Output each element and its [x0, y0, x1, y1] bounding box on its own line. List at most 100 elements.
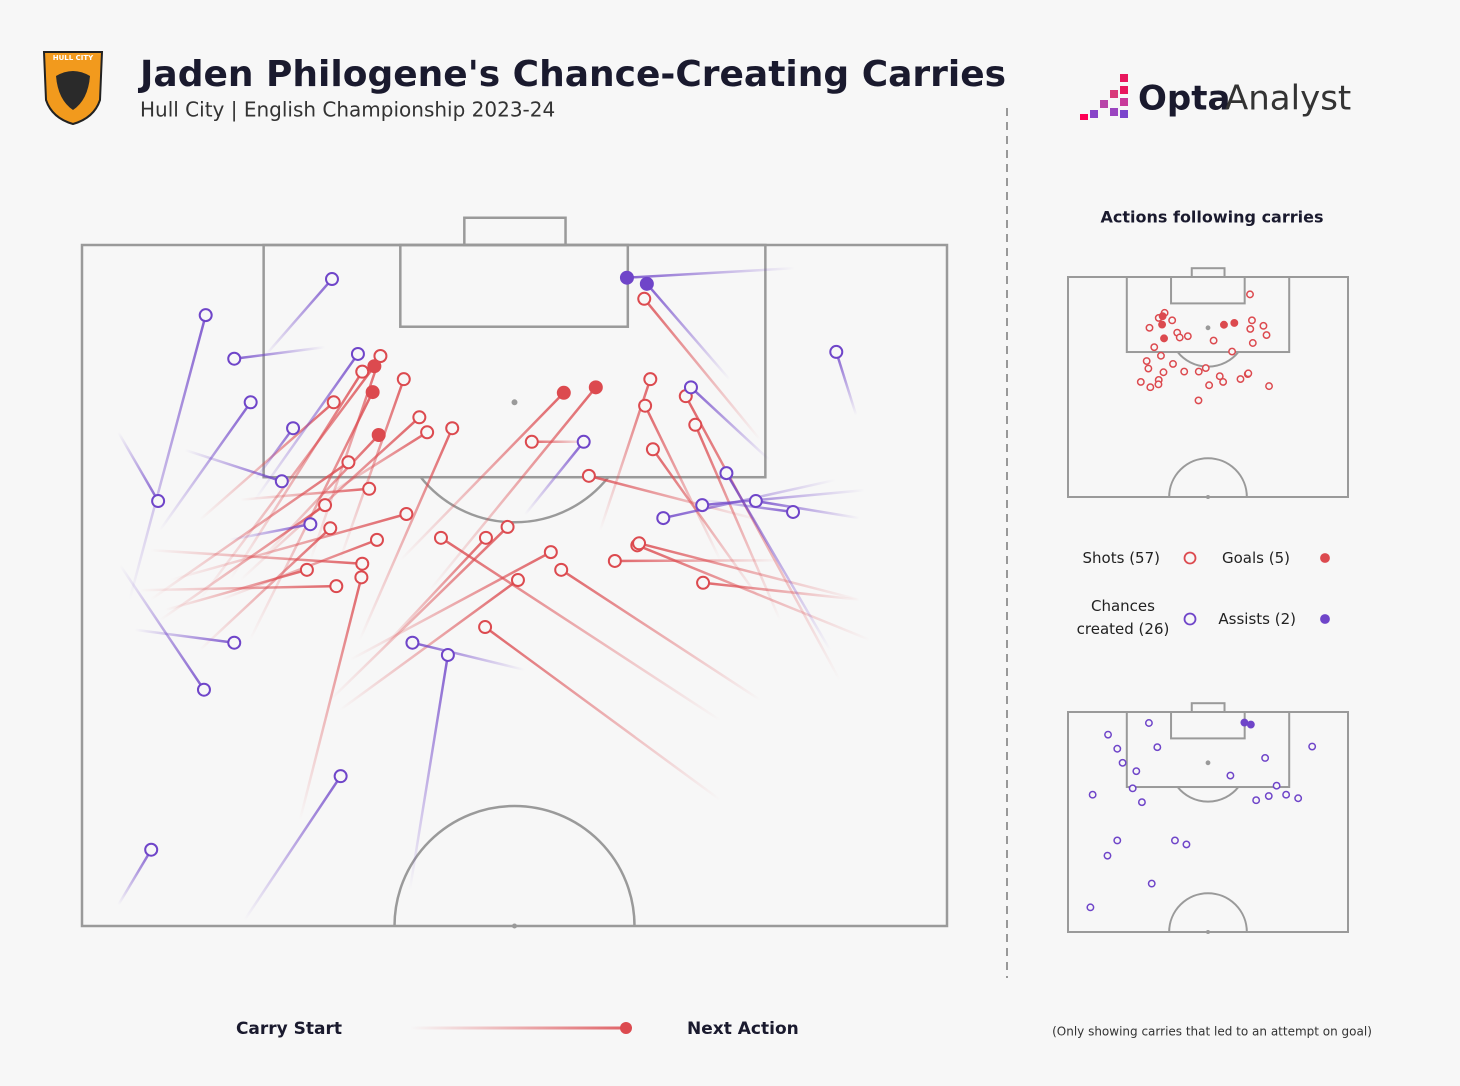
carry-line	[408, 654, 450, 891]
next-action	[637, 291, 652, 306]
next-action	[350, 346, 365, 361]
carry-line	[428, 386, 597, 592]
carry-line	[259, 434, 380, 562]
next-action	[748, 494, 763, 509]
carry-line	[690, 386, 771, 462]
next-action	[643, 372, 658, 387]
next-action	[510, 573, 525, 588]
next-action	[355, 364, 370, 379]
mini-action	[1215, 372, 1224, 381]
next-action	[227, 635, 242, 650]
mini-action	[1209, 336, 1218, 345]
mini-action	[1145, 323, 1154, 332]
next-action	[412, 410, 427, 425]
centre-spot	[1206, 930, 1210, 934]
mini-action	[1157, 351, 1165, 360]
mini-action	[1248, 339, 1257, 347]
next-action	[318, 498, 333, 513]
mini-action	[1168, 316, 1177, 325]
legend-label: Goals (5)	[1222, 549, 1290, 567]
carry-line	[329, 526, 509, 701]
brand-square	[1110, 90, 1118, 98]
mini-action	[1246, 720, 1255, 729]
mini-action	[1150, 343, 1159, 352]
brand-icon	[1080, 74, 1128, 120]
mini-action	[1144, 719, 1153, 727]
next-action	[588, 380, 603, 395]
next-action	[286, 421, 301, 436]
next-action	[440, 647, 455, 662]
next-action	[638, 398, 653, 413]
mini-action	[1183, 332, 1192, 341]
carry-line	[234, 345, 326, 360]
next-action	[688, 417, 703, 432]
mini-action	[1113, 836, 1122, 845]
mini-action	[1246, 290, 1254, 299]
mini-action	[1226, 771, 1235, 780]
next-action	[362, 481, 377, 496]
carry-line	[159, 504, 326, 622]
mini-action	[1103, 851, 1112, 860]
mini-action	[1158, 312, 1167, 321]
mini-action	[1118, 758, 1127, 767]
carry-line	[198, 527, 332, 652]
next-action	[373, 349, 388, 364]
carry-line	[626, 266, 795, 279]
mini-action	[1182, 840, 1191, 849]
centre-spot	[1206, 495, 1210, 499]
mini-action	[1113, 744, 1122, 753]
carry-line	[119, 564, 206, 691]
mini-action	[1248, 316, 1256, 325]
mini-action	[1146, 383, 1155, 392]
title: Jaden Philogene's Chance-Creating Carrie…	[137, 54, 1006, 95]
next-action	[433, 530, 448, 545]
carry-line	[560, 568, 761, 701]
mini-action	[1175, 333, 1184, 342]
next-action	[632, 536, 647, 551]
mini-action	[1132, 767, 1141, 776]
mini-action	[1240, 718, 1249, 727]
mini-action	[1159, 368, 1168, 377]
next-action	[619, 270, 634, 285]
carry-line	[643, 298, 762, 441]
brand-light: Analyst	[1225, 79, 1351, 119]
carry-line	[484, 626, 722, 802]
subtitle: Hull City | English Championship 2023-24	[140, 98, 555, 122]
carry-line	[614, 559, 781, 563]
centre-circle	[1168, 457, 1248, 498]
carry-line	[651, 448, 762, 601]
legend-marker	[1183, 551, 1197, 565]
carry-line	[379, 536, 487, 652]
mini-action	[1282, 790, 1291, 799]
carry-line	[643, 405, 722, 561]
next-action	[607, 553, 622, 568]
mini-action	[1272, 781, 1281, 790]
carry-line	[253, 427, 295, 481]
next-action	[399, 506, 414, 521]
penalty-arc	[1176, 786, 1240, 803]
carry-line	[645, 282, 731, 381]
carry-line	[169, 512, 407, 582]
mini-action	[1252, 796, 1261, 805]
next-action	[543, 545, 558, 560]
carry-line	[128, 314, 207, 601]
next-action	[303, 517, 318, 532]
next-action	[365, 385, 380, 400]
next-action	[371, 427, 386, 442]
next-action	[554, 562, 569, 577]
next-action	[369, 532, 384, 547]
penalty-arc	[419, 476, 610, 524]
mini-action	[1262, 331, 1271, 340]
mini-action	[1194, 396, 1203, 405]
mini-action	[1128, 784, 1137, 793]
brand-square	[1100, 100, 1108, 108]
mini-action	[1228, 347, 1237, 356]
carry-line	[134, 628, 235, 644]
carry-line	[339, 579, 519, 712]
mini-action	[1147, 879, 1156, 888]
legend-marker	[1320, 553, 1330, 563]
next-action	[695, 498, 710, 513]
mini-action	[1104, 730, 1112, 739]
